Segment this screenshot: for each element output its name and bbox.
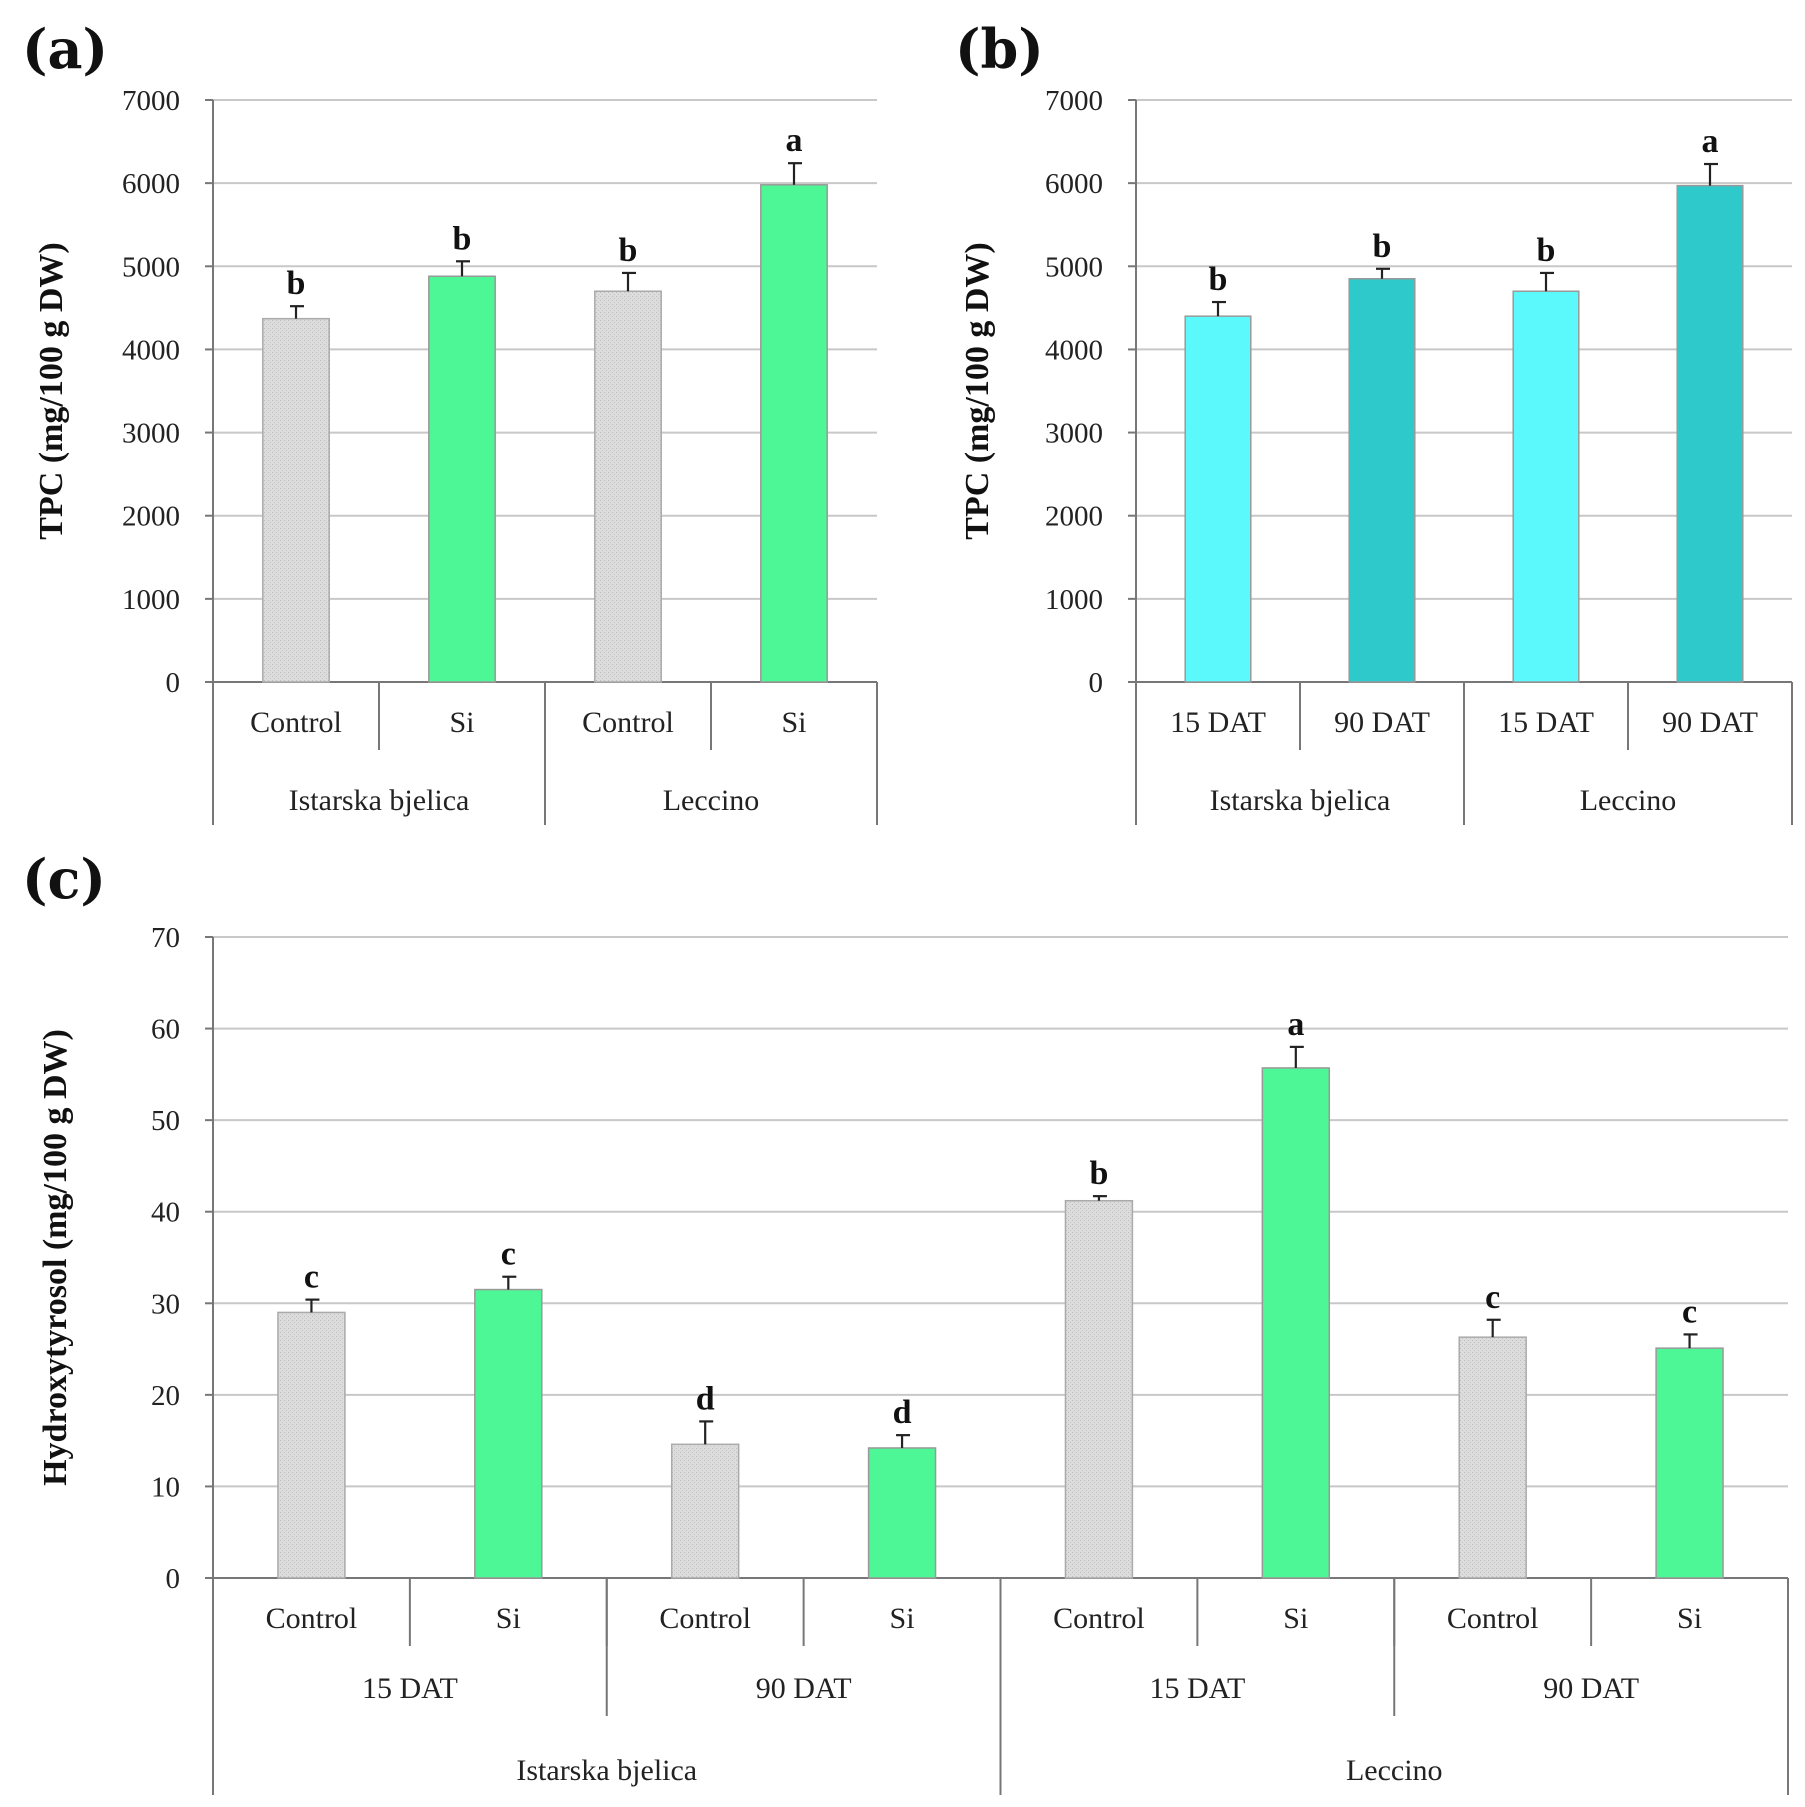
category-label: 15 DAT [1170,706,1266,739]
bar [1184,315,1252,683]
category-label: 90 DAT [1334,706,1430,739]
significance-letter: a [786,122,803,159]
y-tick-label: 2000 [1045,501,1103,533]
chart-a: 0 1000 2000 3000 4000 5000 6000 7000 TPC (mg/100… [33,85,878,825]
category-label: Si [1677,1602,1702,1635]
chart-b: 0 1000 2000 3000 4000 5000 6000 7000 TPC (mg/100… [959,85,1793,825]
significance-letter: b [453,220,472,257]
y-tick-label: 1000 [1045,584,1103,616]
bar [262,317,330,683]
group-label: Istarska bjelica [1210,784,1391,817]
bar [1064,1199,1134,1579]
bar [1458,1336,1527,1579]
category-label: 90 DAT [1662,706,1758,739]
significance-letter: c [1682,1293,1697,1330]
y-tick-label: 0 [166,667,181,699]
y-tick-label: 30 [151,1288,180,1320]
y-tick-label: 6000 [1045,168,1103,200]
category-label: Si [890,1602,915,1635]
category-label: Control [250,706,342,739]
y-tick-label: 0 [166,1563,181,1595]
y-axis-title: TPC (mg/100 g DW) [959,242,996,539]
significance-letter: b [1373,228,1392,265]
bar [760,184,828,683]
y-tick-label: 3000 [1045,418,1103,450]
category-label: Control [1053,1602,1145,1635]
bar [1261,1067,1331,1579]
group-label: Istarska bjelica [516,1754,697,1787]
y-tick-label: 3000 [122,418,180,450]
group-label: Leccino [1580,784,1677,817]
significance-letter: b [1089,1155,1108,1192]
bar [1512,290,1580,683]
significance-letter: c [1485,1279,1500,1316]
category-label: Control [582,706,674,739]
y-tick-label: 1000 [122,584,180,616]
group-label: Istarska bjelica [289,784,470,817]
significance-letter: b [619,232,638,269]
bar [428,275,496,683]
category-label: Si [496,1602,521,1635]
significance-letter: d [696,1380,715,1417]
y-tick-label: 60 [151,1014,180,1046]
category-label: Si [781,706,806,739]
category-label: Si [1283,1602,1308,1635]
subgroup-label: 15 DAT [362,1672,458,1705]
panel-a-label: (a) [22,17,108,81]
bar [474,1288,543,1579]
group-label: Leccino [1346,1754,1443,1787]
category-label: 15 DAT [1498,706,1594,739]
category-label: Control [659,1602,751,1635]
subgroup-label: 15 DAT [1149,1672,1245,1705]
chart-c: 0 10 20 30 40 50 60 70 Hydroxytyrosol (mg/100 g … [37,922,1789,1795]
category-label: Si [449,706,474,739]
y-tick-label: 4000 [122,334,180,366]
bar [670,1443,740,1579]
category-label: Control [1447,1602,1539,1635]
subgroup-label: 90 DAT [756,1672,852,1705]
y-tick-label: 0 [1089,667,1104,699]
y-tick-label: 50 [151,1105,180,1137]
y-tick-label: 2000 [122,501,180,533]
significance-letter: c [501,1236,516,1273]
y-tick-label: 5000 [122,251,180,283]
significance-letter: a [1287,1006,1304,1043]
bar [277,1311,346,1579]
bar [594,290,662,683]
y-tick-label: 10 [151,1471,180,1503]
y-tick-label: 7000 [122,85,180,117]
significance-letter: a [1702,123,1719,160]
y-axis-title: TPC (mg/100 g DW) [33,242,70,539]
y-tick-label: 20 [151,1380,180,1412]
bar [1676,184,1744,683]
bar [1655,1347,1724,1579]
significance-letter: d [893,1394,912,1431]
significance-letter: b [287,265,306,302]
y-tick-label: 40 [151,1197,180,1229]
significance-letter: c [304,1259,319,1296]
significance-letter: b [1209,261,1228,298]
significance-letter: b [1537,232,1556,269]
panel-b-label: (b) [955,17,1044,81]
y-tick-label: 5000 [1045,251,1103,283]
bar [867,1447,937,1579]
y-tick-label: 4000 [1045,334,1103,366]
category-label: Control [266,1602,358,1635]
y-tick-label: 6000 [122,168,180,200]
group-label: Leccino [663,784,760,817]
panel-c-label: (c) [22,847,106,911]
y-tick-label: 70 [151,922,180,954]
subgroup-label: 90 DAT [1543,1672,1639,1705]
y-axis-title: Hydroxytyrosol (mg/100 g DW) [37,1029,74,1486]
y-tick-label: 7000 [1045,85,1103,117]
bar [1348,278,1416,683]
